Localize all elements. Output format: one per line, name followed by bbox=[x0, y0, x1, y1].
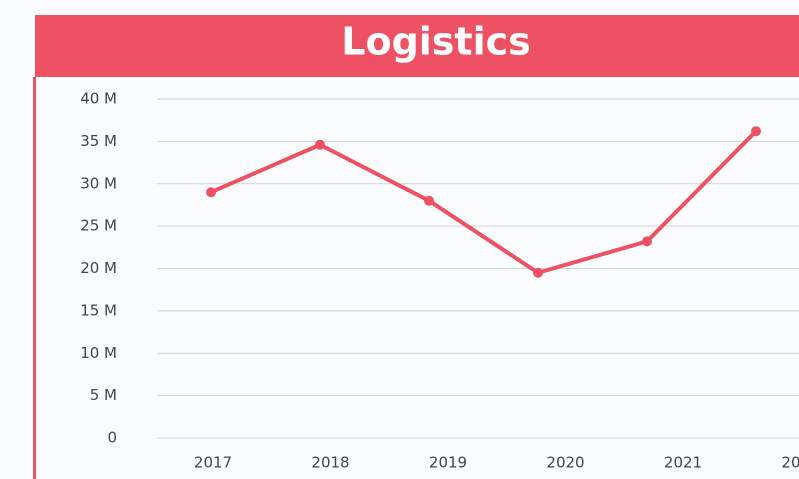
point bbox=[642, 236, 652, 247]
y-tick-label: 20 M bbox=[80, 259, 117, 277]
x-tick-label: 2019 bbox=[429, 454, 467, 472]
left-border bbox=[33, 77, 36, 479]
x-tick-label: 2022 bbox=[781, 454, 799, 472]
x-tick-label: 2018 bbox=[311, 454, 349, 472]
point bbox=[533, 267, 543, 278]
y-tick-label: 5 M bbox=[90, 386, 117, 404]
header-bar bbox=[35, 15, 799, 77]
y-tick-label: 30 M bbox=[80, 174, 117, 192]
point bbox=[315, 139, 325, 150]
x-tick-label: 2021 bbox=[664, 454, 702, 472]
y-tick-label: 40 M bbox=[80, 90, 117, 108]
point bbox=[751, 126, 761, 137]
chart-title: Logistics bbox=[341, 20, 531, 64]
y-tick-label: 35 M bbox=[80, 132, 117, 150]
y-tick-label: 15 M bbox=[80, 301, 117, 319]
line bbox=[210, 129, 758, 275]
x-tick-label: 2020 bbox=[546, 454, 584, 472]
y-tick-label: 25 M bbox=[80, 217, 117, 235]
point bbox=[424, 195, 434, 206]
y-tick-label: 0 bbox=[107, 429, 117, 447]
y-tick-label: 10 M bbox=[80, 344, 117, 362]
x-tick-label: 2017 bbox=[194, 454, 232, 472]
point bbox=[206, 187, 216, 198]
